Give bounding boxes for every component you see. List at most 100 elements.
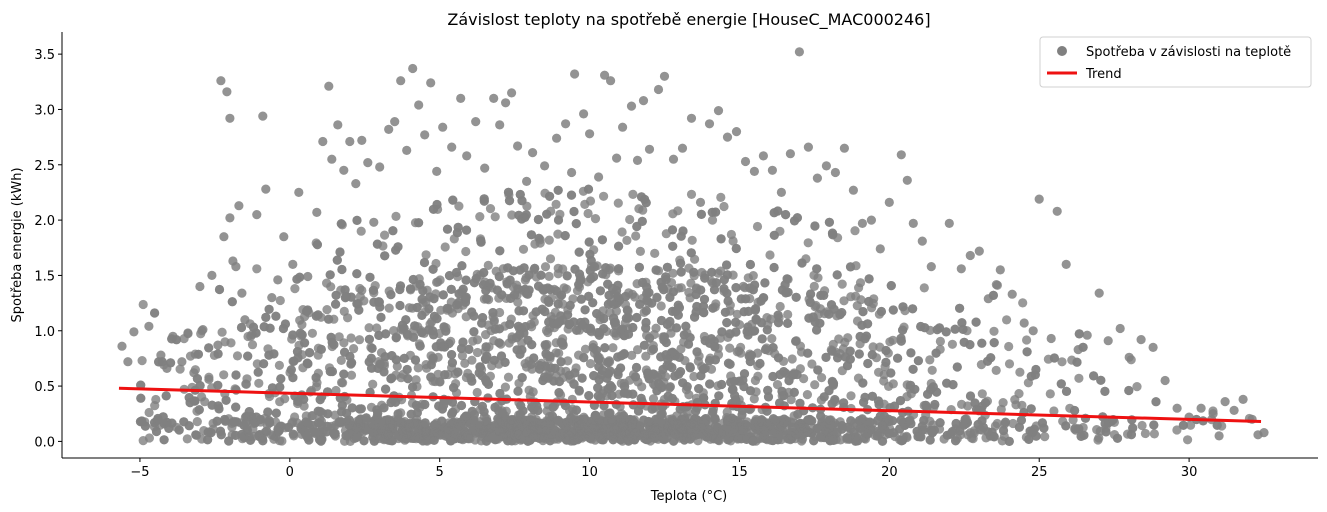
scatter-point: [1026, 404, 1036, 414]
legend-marker-scatter: [1057, 46, 1067, 56]
scatter-point: [803, 238, 813, 248]
scatter-point: [619, 388, 629, 398]
scatter-point: [840, 352, 851, 362]
scatter-point: [336, 355, 346, 365]
scatter-point: [395, 300, 405, 311]
scatter-point: [420, 418, 430, 428]
scatter-point: [812, 173, 823, 183]
scatter-point: [204, 374, 214, 384]
scatter-point: [318, 136, 328, 147]
scatter-point: [494, 338, 504, 348]
scatter-point: [267, 293, 277, 303]
scatter-point: [475, 212, 485, 222]
scatter-point: [478, 313, 488, 323]
scatter-point: [417, 310, 427, 320]
scatter-point: [514, 210, 524, 220]
scatter-point: [461, 275, 471, 285]
scatter-point: [276, 374, 286, 384]
scatter-point: [369, 297, 379, 307]
scatter-point: [647, 298, 657, 308]
scatter-point: [191, 430, 201, 440]
scatter-point: [383, 430, 393, 440]
y-tick-label: 2.5: [34, 159, 55, 174]
scatter-point: [786, 395, 796, 405]
scatter-point: [775, 398, 785, 408]
scatter-point: [162, 363, 172, 373]
scatter-point: [513, 141, 523, 151]
scatter-point: [906, 419, 916, 429]
scatter-point: [346, 370, 357, 380]
scatter-point: [857, 320, 867, 330]
scatter-point: [406, 409, 416, 419]
scatter-point: [752, 221, 763, 232]
scatter-point: [457, 351, 467, 361]
scatter-point: [447, 397, 458, 407]
scatter-point: [553, 215, 564, 225]
scatter-point: [449, 383, 459, 393]
scatter-point: [545, 254, 556, 264]
scatter-point: [622, 235, 632, 245]
y-tick-label: 1.5: [34, 269, 55, 284]
scatter-point: [833, 353, 843, 363]
scatter-point: [549, 376, 559, 386]
y-tick-label: 3.0: [34, 103, 55, 118]
scatter-point: [480, 163, 490, 173]
scatter-point: [346, 333, 356, 343]
scatter-point: [653, 84, 664, 95]
scatter-point: [322, 278, 332, 288]
scatter-point: [813, 365, 823, 375]
scatter-point: [839, 398, 849, 408]
scatter-point: [137, 356, 147, 366]
scatter-point: [244, 407, 254, 417]
legend-label-scatter: Spotřeba v závislosti na teplotě: [1086, 45, 1291, 60]
scatter-point: [708, 303, 718, 313]
scatter-point: [641, 351, 651, 361]
scatter-point: [507, 210, 517, 220]
scatter-point: [347, 403, 357, 413]
scatter-point: [659, 335, 669, 345]
scatter-point: [529, 317, 539, 327]
scatter-point: [532, 401, 542, 411]
scatter-point: [217, 327, 227, 337]
scatter-point: [691, 289, 701, 300]
scatter-point: [390, 117, 400, 127]
scatter-point: [1057, 357, 1067, 367]
scatter-point: [819, 392, 829, 402]
scatter-point: [560, 400, 571, 411]
scatter-point: [608, 435, 618, 445]
scatter-point: [686, 248, 696, 258]
scatter-point: [769, 262, 779, 273]
scatter-point: [745, 259, 756, 270]
scatter-point: [793, 409, 803, 419]
scatter-point: [220, 414, 230, 425]
scatter-point: [570, 368, 580, 378]
scatter-point: [522, 176, 532, 186]
scatter-point: [364, 357, 374, 367]
scatter-point: [797, 258, 807, 268]
scatter-point: [485, 278, 495, 288]
scatter-point: [731, 243, 741, 254]
scatter-point: [731, 283, 741, 293]
scatter-point: [720, 307, 731, 317]
scatter-point: [625, 214, 635, 225]
scatter-point: [151, 426, 162, 437]
scatter-point: [546, 429, 556, 439]
scatter-point: [329, 428, 339, 438]
scatter-point: [864, 274, 874, 284]
scatter-point: [1016, 415, 1026, 425]
x-tick-label: 5: [436, 465, 444, 480]
scatter-point: [461, 225, 472, 235]
scatter-point: [837, 308, 847, 318]
scatter-point: [333, 120, 343, 130]
scatter-point: [1220, 397, 1230, 407]
scatter-point: [791, 336, 801, 346]
scatter-point: [917, 236, 927, 246]
scatter-point: [363, 158, 373, 168]
scatter-point: [565, 300, 575, 310]
scatter-point: [769, 426, 779, 436]
scatter-point: [803, 348, 813, 358]
scatter-point: [709, 285, 720, 295]
scatter-point: [225, 213, 235, 223]
scatter-point: [749, 166, 760, 176]
scatter-point: [608, 343, 618, 353]
